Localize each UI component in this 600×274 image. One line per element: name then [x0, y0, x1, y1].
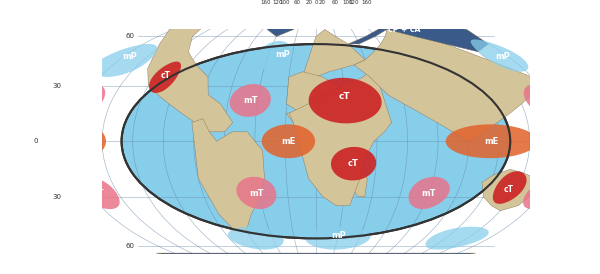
Text: 60: 60: [331, 0, 338, 5]
Text: mP: mP: [275, 50, 290, 59]
Text: mE: mE: [72, 137, 86, 146]
Polygon shape: [493, 171, 527, 204]
Text: mP: mP: [495, 52, 510, 61]
Text: cP + cA: cP + cA: [215, 22, 248, 31]
Text: mT: mT: [539, 96, 553, 105]
Polygon shape: [236, 177, 277, 209]
Text: 60: 60: [125, 243, 134, 249]
Text: mT: mT: [539, 189, 554, 198]
Polygon shape: [149, 62, 181, 93]
Polygon shape: [156, 253, 476, 274]
Text: cT: cT: [339, 92, 350, 101]
Text: mT: mT: [76, 96, 90, 105]
Polygon shape: [287, 72, 392, 132]
Text: mT: mT: [422, 189, 436, 198]
Text: 30: 30: [52, 83, 61, 89]
Polygon shape: [192, 119, 265, 231]
Polygon shape: [92, 44, 157, 77]
Polygon shape: [409, 177, 450, 209]
Ellipse shape: [122, 44, 510, 238]
Text: 160: 160: [361, 0, 371, 5]
Polygon shape: [53, 124, 106, 158]
Text: cT: cT: [161, 71, 171, 80]
Text: 120: 120: [349, 0, 359, 5]
Text: mP: mP: [331, 231, 346, 240]
Text: mE: mE: [484, 137, 499, 146]
Text: 60: 60: [125, 33, 134, 39]
Polygon shape: [348, 20, 488, 52]
Polygon shape: [425, 227, 489, 250]
Polygon shape: [289, 68, 392, 206]
Text: 0: 0: [34, 138, 38, 144]
Polygon shape: [524, 84, 568, 117]
Polygon shape: [331, 147, 376, 181]
Text: mP: mP: [122, 52, 137, 61]
Text: mT: mT: [89, 189, 104, 198]
Polygon shape: [470, 39, 529, 72]
Text: 20: 20: [306, 0, 313, 5]
Polygon shape: [148, 23, 233, 132]
Text: cAA: cAA: [307, 265, 325, 273]
Polygon shape: [523, 177, 569, 209]
Polygon shape: [74, 177, 119, 209]
Polygon shape: [228, 227, 284, 250]
Text: mT: mT: [249, 189, 264, 198]
Polygon shape: [61, 84, 105, 117]
Polygon shape: [354, 23, 532, 141]
Text: 100: 100: [279, 0, 290, 5]
Polygon shape: [267, 9, 303, 36]
Polygon shape: [256, 41, 292, 70]
Text: cT: cT: [504, 185, 514, 194]
Text: 100: 100: [342, 0, 353, 5]
Text: 60: 60: [293, 0, 301, 5]
Text: 120: 120: [273, 0, 283, 5]
Polygon shape: [302, 29, 365, 77]
Polygon shape: [308, 78, 382, 123]
Polygon shape: [446, 124, 537, 158]
Text: mT: mT: [243, 96, 257, 105]
Polygon shape: [305, 227, 370, 250]
Text: 160: 160: [260, 0, 271, 5]
Text: 0: 0: [314, 0, 317, 5]
Polygon shape: [482, 169, 536, 211]
Polygon shape: [230, 84, 271, 117]
Text: 20: 20: [319, 0, 326, 5]
Polygon shape: [286, 113, 367, 197]
Text: cP + cA: cP + cA: [388, 25, 421, 34]
Polygon shape: [262, 124, 315, 158]
Text: cT: cT: [348, 159, 359, 168]
Text: mE: mE: [281, 137, 296, 146]
Text: 30: 30: [52, 194, 61, 200]
